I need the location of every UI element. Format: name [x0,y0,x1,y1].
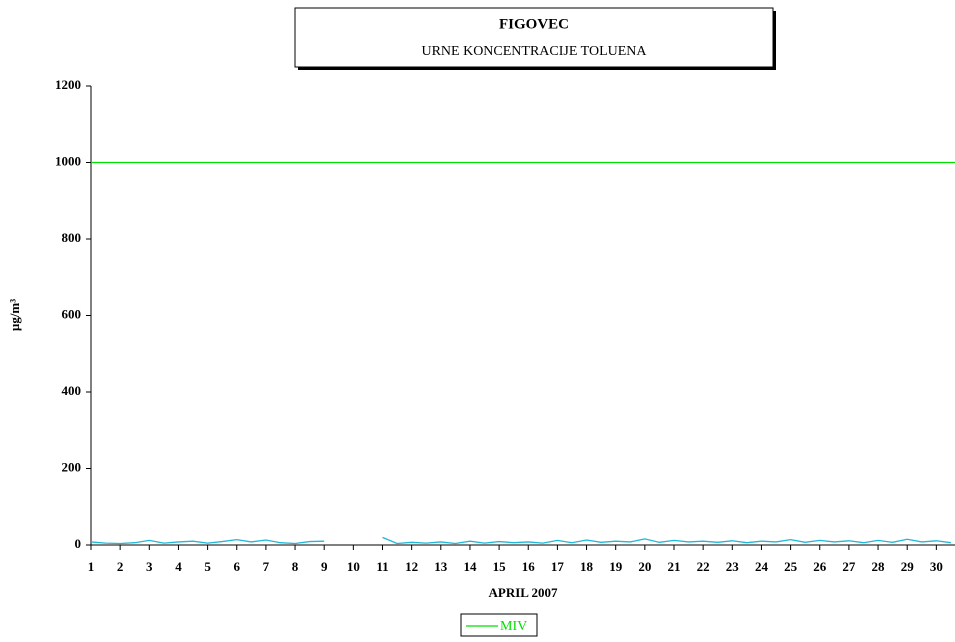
x-tick-label: 10 [347,559,360,574]
x-axis-label: APRIL 2007 [489,585,558,600]
y-tick-label: 400 [62,383,82,398]
y-tick-label: 0 [75,536,82,551]
chart-subtitle: URNE KONCENTRACIJE TOLUENA [421,44,647,59]
x-tick-label: 17 [551,559,565,574]
x-tick-label: 11 [376,559,388,574]
x-tick-label: 21 [667,559,680,574]
series-line [90,536,952,545]
x-tick-label: 5 [204,559,211,574]
x-tick-label: 19 [609,559,623,574]
y-tick-label: 600 [62,306,82,321]
x-tick-label: 6 [233,559,240,574]
y-axis-label: µg/m³ [7,299,22,331]
y-tick-label: 1000 [55,153,81,168]
x-tick-label: 9 [321,559,328,574]
chart-title: FIGOVEC [499,16,569,32]
x-tick-label: 23 [726,559,740,574]
x-tick-label: 20 [638,559,651,574]
x-tick-label: 1 [88,559,95,574]
title-box [294,7,774,68]
x-tick-label: 13 [434,559,448,574]
x-tick-label: 28 [872,559,886,574]
x-tick-label: 26 [813,559,827,574]
x-tick-label: 30 [930,559,943,574]
x-tick-label: 12 [405,559,418,574]
legend-box [460,613,538,637]
x-tick-label: 15 [493,559,507,574]
x-tick-label: 7 [263,559,270,574]
x-tick-label: 24 [755,559,769,574]
x-tick-label: 8 [292,559,299,574]
x-tick-label: 16 [522,559,536,574]
y-tick-label: 1200 [55,77,81,92]
x-tick-label: 27 [842,559,856,574]
x-tick-label: 18 [580,559,594,574]
x-tick-label: 14 [463,559,477,574]
x-tick-label: 29 [901,559,915,574]
y-tick-label: 200 [62,459,82,474]
y-tick-label: 800 [62,230,82,245]
x-tick-label: 4 [175,559,182,574]
x-tick-label: 3 [146,559,153,574]
x-tick-label: 25 [784,559,798,574]
legend-label: MIV [500,619,527,634]
x-tick-label: 2 [117,559,124,574]
x-tick-label: 22 [697,559,710,574]
